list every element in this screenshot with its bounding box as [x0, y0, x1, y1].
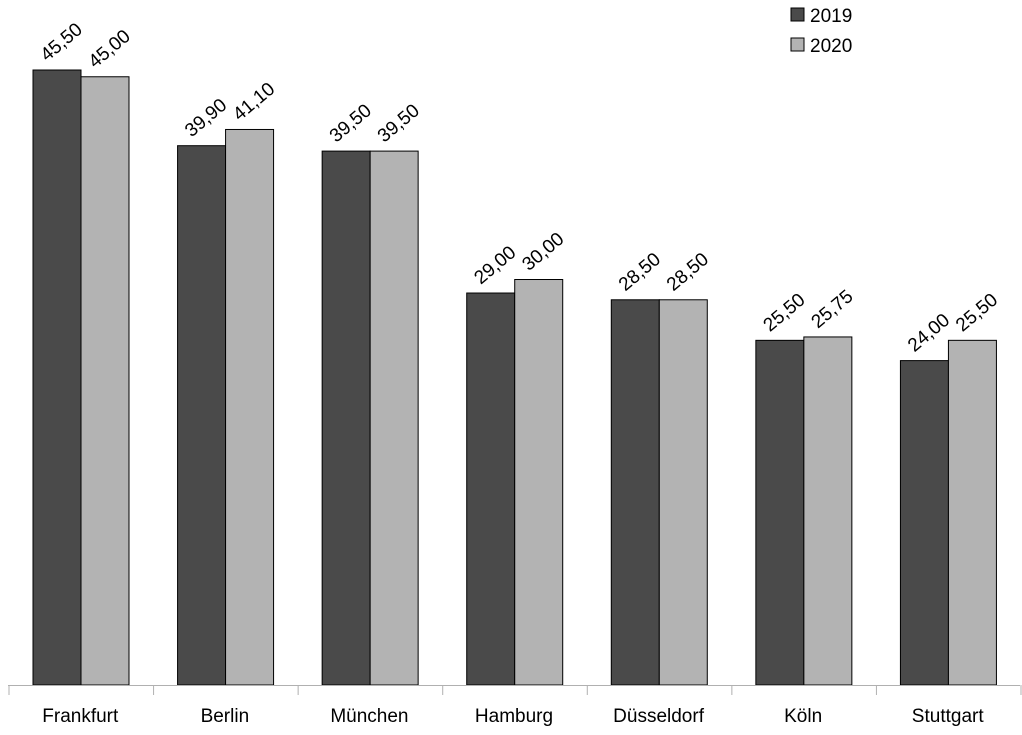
data-label-berlin-2020: 41,10 — [229, 79, 279, 126]
bar-frankfurt-2019 — [32, 69, 82, 686]
bar-stuttgart-2020 — [947, 339, 997, 686]
legend-label-2019: 2019 — [810, 6, 852, 27]
x-tick-label-berlin: Berlin — [201, 706, 250, 727]
bar-koln-2019 — [755, 339, 805, 686]
data-label-stuttgart-2019: 24,00 — [904, 310, 954, 357]
bar-hamburg-2020 — [514, 279, 564, 686]
bar-koln-2020 — [803, 336, 853, 686]
data-label-hamburg-2019: 29,00 — [470, 242, 520, 289]
data-label-frankfurt-2020: 45,00 — [85, 26, 135, 73]
data-label-berlin-2019: 39,90 — [181, 95, 231, 142]
bar-berlin-2020 — [225, 128, 275, 686]
data-label-stuttgart-2020: 25,50 — [952, 290, 1002, 337]
legend-swatch-2020 — [790, 37, 805, 52]
data-label-dusseldorf-2020: 28,50 — [663, 249, 713, 296]
legend-label-2020: 2020 — [810, 36, 852, 57]
bar-berlin-2019 — [177, 145, 227, 686]
x-tick-label-dusseldorf: Düsseldorf — [613, 706, 705, 727]
bar-hamburg-2019 — [466, 292, 516, 686]
bar-munchen-2019 — [321, 150, 371, 686]
x-tick-label-munchen: München — [330, 706, 408, 727]
data-label-dusseldorf-2019: 28,50 — [615, 249, 665, 296]
data-label-munchen-2020: 39,50 — [374, 100, 424, 147]
x-axis: Frankfurt Berlin München Hamburg Düsseldorf K… — [8, 685, 1022, 727]
x-tick-label-hamburg: Hamburg — [475, 706, 553, 727]
bar-munchen-2020 — [369, 150, 419, 686]
data-label-hamburg-2020: 30,00 — [518, 229, 568, 276]
bar-frankfurt-2020 — [80, 76, 130, 686]
bar-dusseldorf-2020 — [658, 299, 708, 686]
bar-stuttgart-2019 — [899, 360, 949, 686]
bar-dusseldorf-2019 — [610, 299, 660, 686]
legend: 2019 2020 — [790, 6, 852, 57]
x-tick-label-stuttgart: Stuttgart — [912, 706, 985, 727]
data-label-munchen-2019: 39,50 — [326, 100, 376, 147]
data-label-koln-2019: 25,50 — [760, 290, 810, 337]
x-tick-label-frankfurt: Frankfurt — [42, 706, 119, 727]
bars-group — [32, 69, 997, 686]
data-label-koln-2020: 25,75 — [808, 286, 858, 333]
legend-swatch-2019 — [790, 7, 805, 22]
x-tick-label-koln: Köln — [784, 706, 822, 727]
data-label-frankfurt-2019: 45,50 — [37, 19, 87, 66]
